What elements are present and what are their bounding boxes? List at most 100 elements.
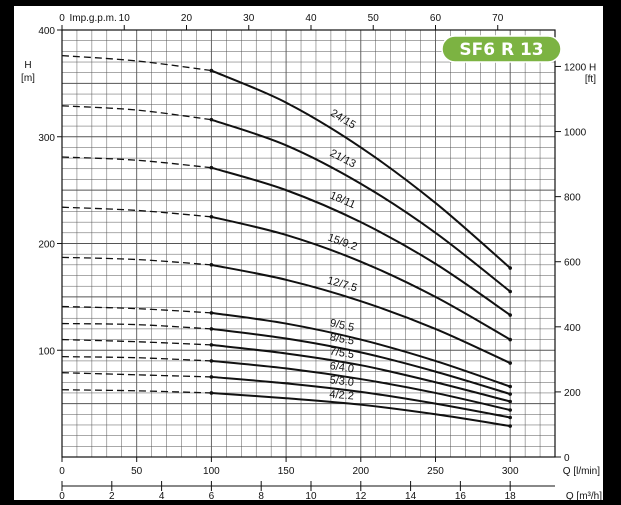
curve-label: 4/2.2 (329, 388, 354, 402)
x-tick-label: 50 (131, 466, 143, 477)
curve-point (209, 263, 214, 267)
curve-end-point (508, 266, 512, 270)
curve-5-3-0-dashed (61, 372, 212, 378)
x-tick-label: 200 (352, 466, 369, 477)
curve-end-point (508, 289, 512, 294)
x2-tick-label: 0 (59, 491, 65, 500)
curve-24-15 (211, 69, 511, 269)
x2-axis-label: Q [m³/h] (566, 491, 602, 500)
y2-tick-label: 800 (564, 193, 581, 204)
top-tick-label: 20 (181, 13, 193, 24)
curve-point (209, 327, 214, 331)
x-tick-label: 150 (278, 466, 295, 477)
top-tick-label: 40 (305, 13, 317, 24)
curve-5-3-0 (211, 375, 511, 419)
curve-18-11 (211, 166, 511, 316)
y-tick-label: 200 (38, 240, 55, 251)
curve-point (209, 343, 214, 347)
curve-21-13 (211, 118, 511, 293)
x2-tick-label: 8 (258, 491, 264, 500)
curve-4-2-2 (211, 391, 511, 428)
curve-7-5-5-dashed (61, 338, 212, 346)
curve-label: 6/4.0 (329, 360, 355, 375)
model-badge: SF6 R 13 (441, 35, 562, 63)
top-tick-label: 0 (59, 13, 65, 24)
curve-12-7-5-dashed (61, 256, 212, 266)
y2-tick-label: 600 (564, 258, 581, 269)
curve-end-point (508, 384, 512, 389)
y-tick-label: 400 (38, 26, 55, 37)
y2-tick-label: 1200 H (564, 62, 596, 73)
curve-21-13-dashed (61, 105, 212, 121)
y2-tick-label: 400 (564, 323, 581, 334)
y-tick-label: 100 (38, 346, 55, 357)
curve-label: 7/5.5 (329, 346, 355, 362)
top-tick-label: 50 (368, 13, 380, 24)
curve-point (209, 311, 214, 315)
curve-end-point (508, 337, 512, 342)
curves: 24/1521/1318/1115/9.212/7.59/5.58/5.57/5… (61, 54, 512, 428)
x2-tick-label: 4 (159, 491, 165, 500)
curve-12-7-5 (211, 263, 511, 364)
badge-text: SF6 R 13 (459, 40, 543, 60)
y2-tick-label: 1000 (564, 128, 587, 139)
axes (57, 25, 561, 491)
y-tick-label: 300 (38, 133, 55, 144)
curve-point (209, 215, 214, 219)
curve-end-point (508, 392, 512, 396)
curve-label: 8/5.5 (329, 331, 355, 347)
curve-label: 9/5.5 (329, 317, 355, 334)
x2-tick-label: 18 (505, 491, 517, 500)
curve-point (209, 117, 214, 122)
curve-6-4-0 (211, 359, 511, 412)
x2-tick-label: 12 (355, 491, 367, 500)
x2-tick-label: 2 (109, 491, 115, 500)
curve-end-point (508, 313, 512, 317)
curve-point (209, 359, 214, 363)
curve-8-5-5 (211, 327, 511, 395)
y2-tick-label: 200 (564, 388, 581, 399)
curve-24-15-dashed (61, 54, 212, 72)
curve-end-point (508, 415, 512, 420)
curve-9-5-5 (211, 311, 511, 388)
curve-8-5-5-dashed (61, 322, 212, 330)
x2-tick-label: 6 (209, 491, 215, 500)
curve-9-5-5-dashed (61, 305, 212, 314)
x-tick-label: 300 (502, 466, 519, 477)
x-tick-label: 250 (427, 466, 444, 477)
curve-6-4-0-dashed (61, 356, 212, 362)
top-tick-label: 60 (430, 13, 442, 24)
x2-tick-label: 14 (405, 491, 417, 500)
x-tick-label: 0 (59, 466, 65, 477)
curve-15-9-2 (211, 215, 511, 341)
top-tick-label: 70 (492, 13, 504, 24)
pump-curve-chart: 24/1521/1318/1115/9.212/7.59/5.58/5.57/5… (21, 13, 602, 500)
top-axis-label: Imp.g.p.m. (69, 13, 116, 24)
curve-4-2-2-dashed (61, 389, 212, 394)
curve-end-point (508, 408, 512, 412)
curve-point (209, 391, 214, 395)
y2-axis-unit: [ft] (585, 74, 596, 85)
x2-tick-label: 16 (455, 491, 467, 500)
curve-label: 5/3.0 (329, 374, 355, 389)
y2-tick-label: 0 (564, 453, 570, 464)
badge-background (441, 35, 562, 63)
x-axis-label: Q [l/min] (563, 466, 600, 477)
chart-frame: 24/15 21/13 18/11 15/9.2 12/7.5 9/5.5 8/5.5 7/5… (14, 6, 603, 500)
x-tick-label: 100 (203, 466, 220, 477)
curve-end-point (508, 424, 512, 428)
curve-7-5-5 (211, 343, 511, 403)
top-tick-label: 30 (243, 13, 255, 24)
curve-end-point (508, 399, 512, 404)
curve-point (209, 68, 214, 73)
curve-point (209, 375, 214, 379)
curve-18-11-dashed (61, 156, 212, 169)
top-tick-label: 10 (119, 13, 131, 24)
y-axis-unit: [m] (21, 73, 35, 84)
curve-end-point (508, 361, 512, 365)
curve-point (209, 165, 214, 170)
curve-15-9-2-dashed (61, 206, 212, 218)
x2-tick-label: 10 (305, 491, 317, 500)
y-axis-label: H (24, 60, 31, 71)
